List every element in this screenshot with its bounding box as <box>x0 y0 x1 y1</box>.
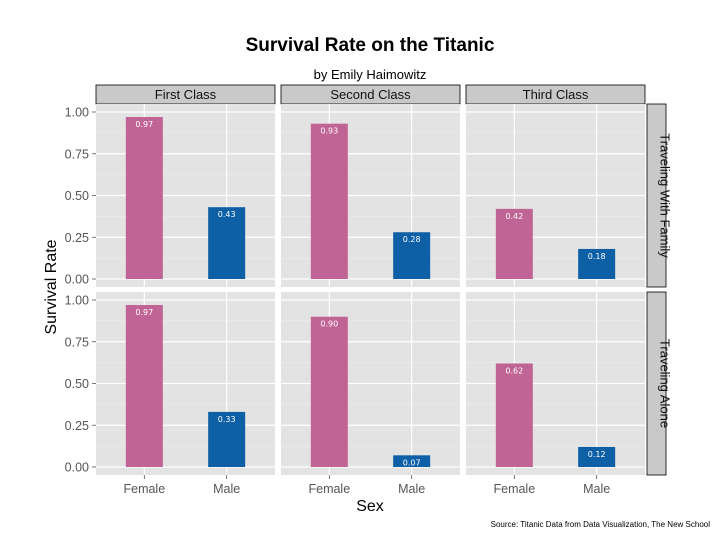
data-label: 0.97 <box>135 120 153 129</box>
strip-label: Traveling With Family <box>658 133 673 258</box>
data-label: 0.12 <box>588 450 606 459</box>
data-label: 0.18 <box>588 252 606 261</box>
strip-label: Third Class <box>523 87 589 102</box>
bar-male <box>208 207 246 279</box>
bar-male <box>208 411 246 467</box>
y-tick-label: 0.75 <box>65 335 89 349</box>
y-tick-label: 0.50 <box>65 377 89 391</box>
data-label: 0.93 <box>320 127 338 136</box>
strip-traveling-alone <box>646 291 667 476</box>
chart-subtitle: by Emily Haimowitz <box>314 67 427 82</box>
data-label: 0.97 <box>135 308 153 317</box>
data-label: 0.07 <box>403 458 421 467</box>
y-axis-title: Survival Rate <box>43 239 60 334</box>
y-tick-label: 0.00 <box>65 461 89 475</box>
data-label: 0.33 <box>218 415 236 424</box>
source-note: Source: Titanic Data from Data Visualiza… <box>491 520 711 529</box>
y-tick-label: 0.25 <box>65 419 89 433</box>
strip-traveling-with-family <box>646 103 667 288</box>
bar-male <box>578 446 616 467</box>
bar-female <box>495 208 533 279</box>
data-label: 0.28 <box>403 235 421 244</box>
data-label: 0.62 <box>505 366 523 375</box>
bar-male <box>393 455 431 467</box>
y-tick-label: 0.25 <box>65 231 89 245</box>
bar-female <box>310 123 348 279</box>
x-tick-label: Female <box>493 482 535 496</box>
strip-label: Second Class <box>330 87 411 102</box>
y-tick-label: 1.00 <box>65 294 89 308</box>
bar-female <box>125 117 163 279</box>
x-axis-title: Sex <box>356 498 384 515</box>
y-tick-label: 0.75 <box>65 147 89 161</box>
x-tick-label: Male <box>398 482 425 496</box>
data-label: 0.90 <box>320 320 338 329</box>
strip-label: First Class <box>155 87 217 102</box>
x-tick-label: Male <box>583 482 610 496</box>
strip-label: Traveling Alone <box>658 339 673 428</box>
bar-male <box>578 248 616 279</box>
data-label: 0.43 <box>218 210 236 219</box>
bar-female <box>125 305 163 467</box>
facet-grid: First Class Second Class Third Class Travel… <box>65 84 673 496</box>
x-tick-label: Male <box>213 482 240 496</box>
y-tick-label: 1.00 <box>65 106 89 120</box>
bar-female <box>495 363 533 467</box>
bar-male <box>393 232 431 279</box>
x-tick-label: Female <box>123 482 165 496</box>
y-tick-label: 0.00 <box>65 273 89 287</box>
data-label: 0.42 <box>505 212 523 221</box>
x-tick-label: Female <box>308 482 350 496</box>
chart-title: Survival Rate on the Titanic <box>246 35 495 56</box>
bar-female <box>310 316 348 467</box>
y-tick-label: 0.50 <box>65 189 89 203</box>
